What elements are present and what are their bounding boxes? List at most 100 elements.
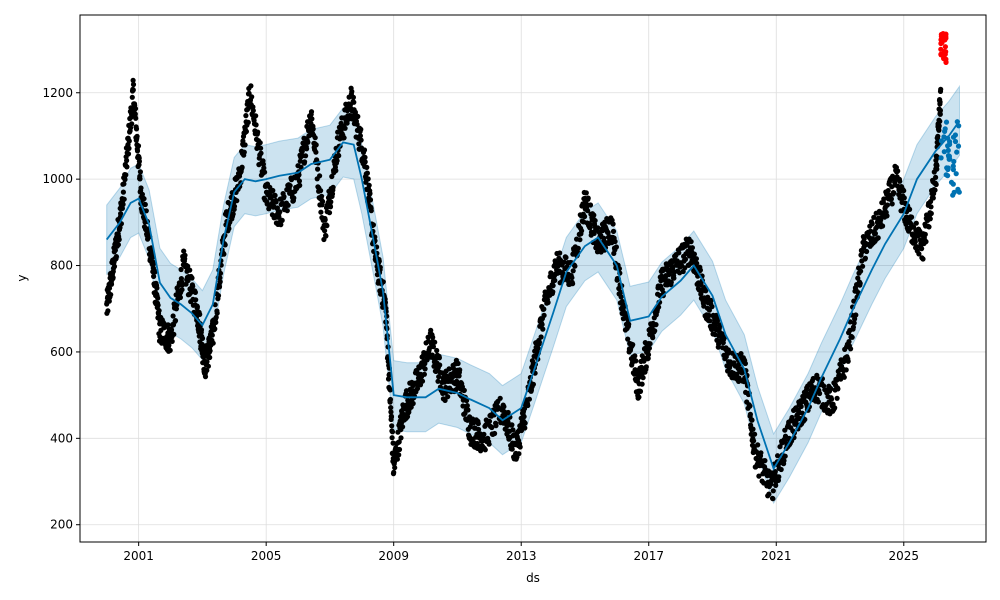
observed-point xyxy=(133,126,140,132)
observed-point xyxy=(362,154,368,160)
observed-point xyxy=(253,122,259,128)
observed-point xyxy=(916,251,922,257)
observed-point xyxy=(217,275,223,281)
observed-point xyxy=(133,115,139,121)
observed-point xyxy=(135,143,142,149)
observed-point xyxy=(260,161,266,167)
observed-point xyxy=(187,267,193,273)
observed-point xyxy=(640,375,646,381)
x-tick-label: 2025 xyxy=(889,549,920,563)
observed-point xyxy=(923,239,929,245)
observed-point xyxy=(747,411,754,417)
observed-point xyxy=(277,209,283,215)
observed-point xyxy=(752,431,758,437)
observed-point xyxy=(841,374,847,380)
observed-point xyxy=(308,109,315,115)
observed-point xyxy=(864,248,870,255)
observed-point xyxy=(712,323,718,329)
observed-point xyxy=(215,293,222,299)
forecast-tail-point xyxy=(943,172,949,178)
observed-point xyxy=(437,362,443,368)
observed-point xyxy=(329,173,335,180)
observed-point xyxy=(422,366,428,372)
plot-frame xyxy=(79,14,987,543)
observed-point xyxy=(189,275,195,281)
observed-point xyxy=(304,146,310,152)
observed-point xyxy=(927,216,933,222)
forecast-tail-point xyxy=(954,119,960,125)
observed-point xyxy=(296,178,302,184)
observed-point xyxy=(262,169,268,175)
observed-point xyxy=(303,153,309,159)
observed-point xyxy=(445,394,451,400)
forecast-tail-point xyxy=(951,158,957,165)
observed-point xyxy=(241,149,247,155)
observed-point xyxy=(137,176,143,182)
observed-point xyxy=(366,182,372,188)
observed-point xyxy=(585,195,591,201)
observed-point xyxy=(647,341,653,347)
observed-point xyxy=(309,116,315,122)
observed-point xyxy=(284,208,290,214)
observed-point xyxy=(884,213,890,219)
observed-point xyxy=(185,263,191,269)
observed-point xyxy=(482,447,488,453)
observed-point xyxy=(178,266,184,273)
observed-point xyxy=(938,86,944,92)
observed-point xyxy=(798,403,804,410)
observed-point xyxy=(587,202,594,208)
observed-point xyxy=(928,210,934,217)
observed-point xyxy=(756,473,762,479)
observed-point xyxy=(151,273,157,279)
observed-point xyxy=(778,466,784,473)
observed-point xyxy=(772,469,778,475)
observed-point xyxy=(646,345,653,351)
observed-point xyxy=(550,283,556,289)
observed-point xyxy=(871,214,877,220)
observed-point xyxy=(112,247,118,253)
observed-point xyxy=(212,326,218,332)
observed-point xyxy=(869,221,875,227)
observed-point xyxy=(410,400,416,407)
observed-point xyxy=(202,374,209,380)
observed-point xyxy=(105,308,111,314)
observed-point xyxy=(475,421,481,427)
observed-point xyxy=(762,458,768,464)
observed-point xyxy=(212,302,218,308)
observed-point xyxy=(391,469,397,475)
observed-point xyxy=(583,190,589,196)
observed-point xyxy=(193,297,199,303)
observed-point xyxy=(152,269,158,275)
observed-point xyxy=(198,327,205,333)
observed-point xyxy=(121,181,127,187)
observed-point xyxy=(605,229,611,236)
holdout-point xyxy=(938,46,944,52)
observed-point xyxy=(901,195,907,201)
observed-point xyxy=(667,269,673,275)
observed-point xyxy=(336,153,342,159)
observed-point xyxy=(688,239,694,245)
observed-point xyxy=(216,284,223,290)
observed-point xyxy=(782,453,788,459)
observed-point xyxy=(510,427,516,433)
observed-point xyxy=(541,312,547,318)
observed-point xyxy=(124,164,130,170)
observed-point xyxy=(324,223,330,229)
observed-point xyxy=(821,383,827,389)
observed-point xyxy=(587,222,593,228)
observed-point xyxy=(368,208,374,214)
observed-point xyxy=(243,113,249,119)
observed-point xyxy=(173,306,179,312)
observed-point xyxy=(221,251,227,257)
observed-point xyxy=(557,250,563,256)
observed-point xyxy=(937,111,943,117)
observed-point xyxy=(849,334,855,340)
observed-point xyxy=(367,190,373,197)
observed-point xyxy=(330,184,336,190)
observed-point xyxy=(626,321,632,327)
observed-point xyxy=(817,390,823,397)
observed-point xyxy=(845,358,851,364)
holdout-point xyxy=(941,52,947,58)
observed-point xyxy=(130,77,136,83)
observed-point xyxy=(516,451,522,457)
